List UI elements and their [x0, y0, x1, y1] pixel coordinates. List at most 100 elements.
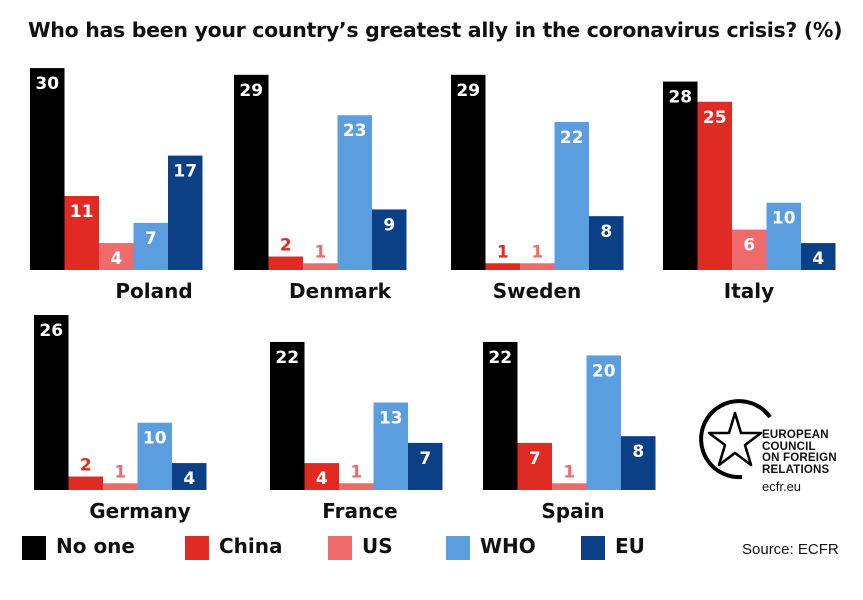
bar-spain-who	[586, 355, 621, 490]
bar-value-label: 8	[632, 442, 644, 462]
bar-germany-no-one	[34, 315, 69, 490]
country-label: France	[322, 499, 397, 523]
bar-germany-who	[137, 422, 172, 490]
bar-germany-us	[103, 483, 138, 490]
bar-value-label: 20	[592, 361, 616, 381]
bar-italy-china	[697, 101, 732, 270]
bar-value-label: 1	[497, 242, 509, 262]
bar-value-label: 29	[239, 81, 263, 101]
bar-denmark-us	[303, 263, 338, 270]
bar-value-label: 10	[772, 209, 796, 229]
bar-value-label: 11	[70, 202, 94, 222]
bar-sweden-no-one	[451, 74, 486, 270]
chart-title: Who has been your country’s greatest all…	[28, 18, 843, 42]
bar-italy-who	[766, 202, 801, 270]
bar-value-label: 4	[110, 249, 122, 269]
bar-value-label: 1	[531, 242, 543, 262]
bar-value-label: 4	[812, 249, 824, 269]
legend-label-who: WHO	[480, 534, 536, 558]
legend-label-us: US	[362, 534, 393, 558]
legend-swatch-eu	[581, 536, 605, 560]
bar-value-label: 4	[183, 469, 195, 489]
logo-line: COUNCIL	[762, 440, 816, 453]
bar-value-label: 2	[280, 236, 292, 256]
bar-sweden-eu	[589, 216, 624, 270]
logo-line: EUROPEAN	[762, 429, 829, 441]
bar-value-label: 26	[39, 321, 63, 341]
bar-value-label: 28	[668, 88, 692, 108]
bar-germany-china	[68, 476, 103, 490]
star-icon	[707, 411, 763, 467]
country-label: Denmark	[289, 279, 392, 303]
logo-arc	[699, 399, 772, 480]
bar-sweden-china	[485, 263, 520, 270]
legend-label-eu: EU	[615, 534, 645, 558]
bar-denmark-eu	[372, 209, 407, 270]
legend-swatch-us	[328, 536, 352, 560]
bar-value-label: 4	[316, 469, 328, 489]
chart-panel-germany: 26 2 1 10 4 Germany	[34, 315, 207, 523]
bar-italy-no-one	[663, 81, 698, 270]
bar-spain-us	[552, 483, 587, 490]
bar-france-who	[373, 402, 408, 490]
bar-sweden-us	[520, 263, 555, 270]
source-note: Source: ECFR	[742, 541, 839, 558]
bar-denmark-who	[337, 115, 372, 271]
bar-value-label: 7	[529, 449, 541, 469]
bar-value-label: 29	[456, 81, 480, 101]
bar-value-label: 1	[114, 462, 126, 482]
legend-swatch-china	[185, 536, 209, 560]
logo-text: EUROPEAN COUNCIL ON FOREIGN RELATIONS	[762, 429, 837, 476]
bar-value-label: 17	[173, 162, 197, 182]
chart-panel-spain: 22 7 1 20 8 Spain	[483, 341, 656, 523]
logo-url: ecfr.eu	[762, 479, 802, 494]
bar-value-label: 7	[145, 229, 157, 249]
legend-swatch-no-one	[22, 536, 46, 560]
bar-italy-eu	[801, 243, 836, 270]
country-label: Sweden	[493, 279, 582, 303]
bar-value-label: 30	[35, 74, 59, 94]
bar-value-label: 8	[600, 222, 612, 242]
country-label: Poland	[115, 279, 192, 303]
bar-value-label: 6	[743, 236, 755, 256]
bar-value-label: 1	[314, 242, 326, 262]
bar-value-label: 13	[379, 409, 403, 429]
bar-value-label: 25	[703, 108, 727, 128]
ecfr-logo	[699, 399, 772, 480]
bar-france-eu	[408, 442, 443, 490]
bar-value-label: 22	[488, 348, 512, 368]
bar-france-us	[339, 483, 374, 490]
bar-spain-china	[517, 442, 552, 490]
bar-value-label: 7	[419, 449, 431, 469]
bar-value-label: 1	[563, 462, 575, 482]
bar-poland-us	[99, 243, 134, 270]
chart-panel-poland: 30 11 4 7 17 Poland	[30, 68, 203, 303]
legend-label-no-one: No one	[56, 534, 135, 558]
chart-panel-italy: 28 25 6 10 4 Italy	[663, 81, 836, 303]
bar-value-label: 1	[350, 462, 362, 482]
bar-value-label: 10	[143, 429, 167, 449]
bar-value-label: 22	[275, 348, 299, 368]
bar-spain-eu	[621, 436, 656, 490]
chart-panel-france: 22 4 1 13 7 France	[270, 341, 443, 523]
bar-spain-no-one	[483, 341, 518, 490]
legend: No one China US WHO EU	[22, 533, 702, 563]
bar-denmark-no-one	[234, 74, 269, 270]
bar-italy-us	[732, 229, 767, 270]
bar-poland-who	[133, 222, 168, 270]
legend-label-china: China	[219, 534, 283, 558]
bar-poland-no-one	[30, 68, 65, 270]
country-label: Italy	[724, 279, 774, 303]
chart-panel-sweden: 29 1 1 22 8 Sweden	[451, 74, 624, 303]
bar-france-china	[304, 463, 339, 490]
bar-value-label: 2	[80, 456, 92, 476]
logo-line: ON FOREIGN	[762, 452, 837, 464]
bar-value-label: 22	[560, 128, 584, 148]
bar-sweden-who	[554, 121, 589, 270]
country-label: Spain	[541, 499, 604, 523]
bar-value-label: 9	[383, 215, 395, 235]
bar-germany-eu	[172, 463, 207, 490]
legend-swatch-who	[446, 536, 470, 560]
bar-france-no-one	[270, 341, 305, 490]
